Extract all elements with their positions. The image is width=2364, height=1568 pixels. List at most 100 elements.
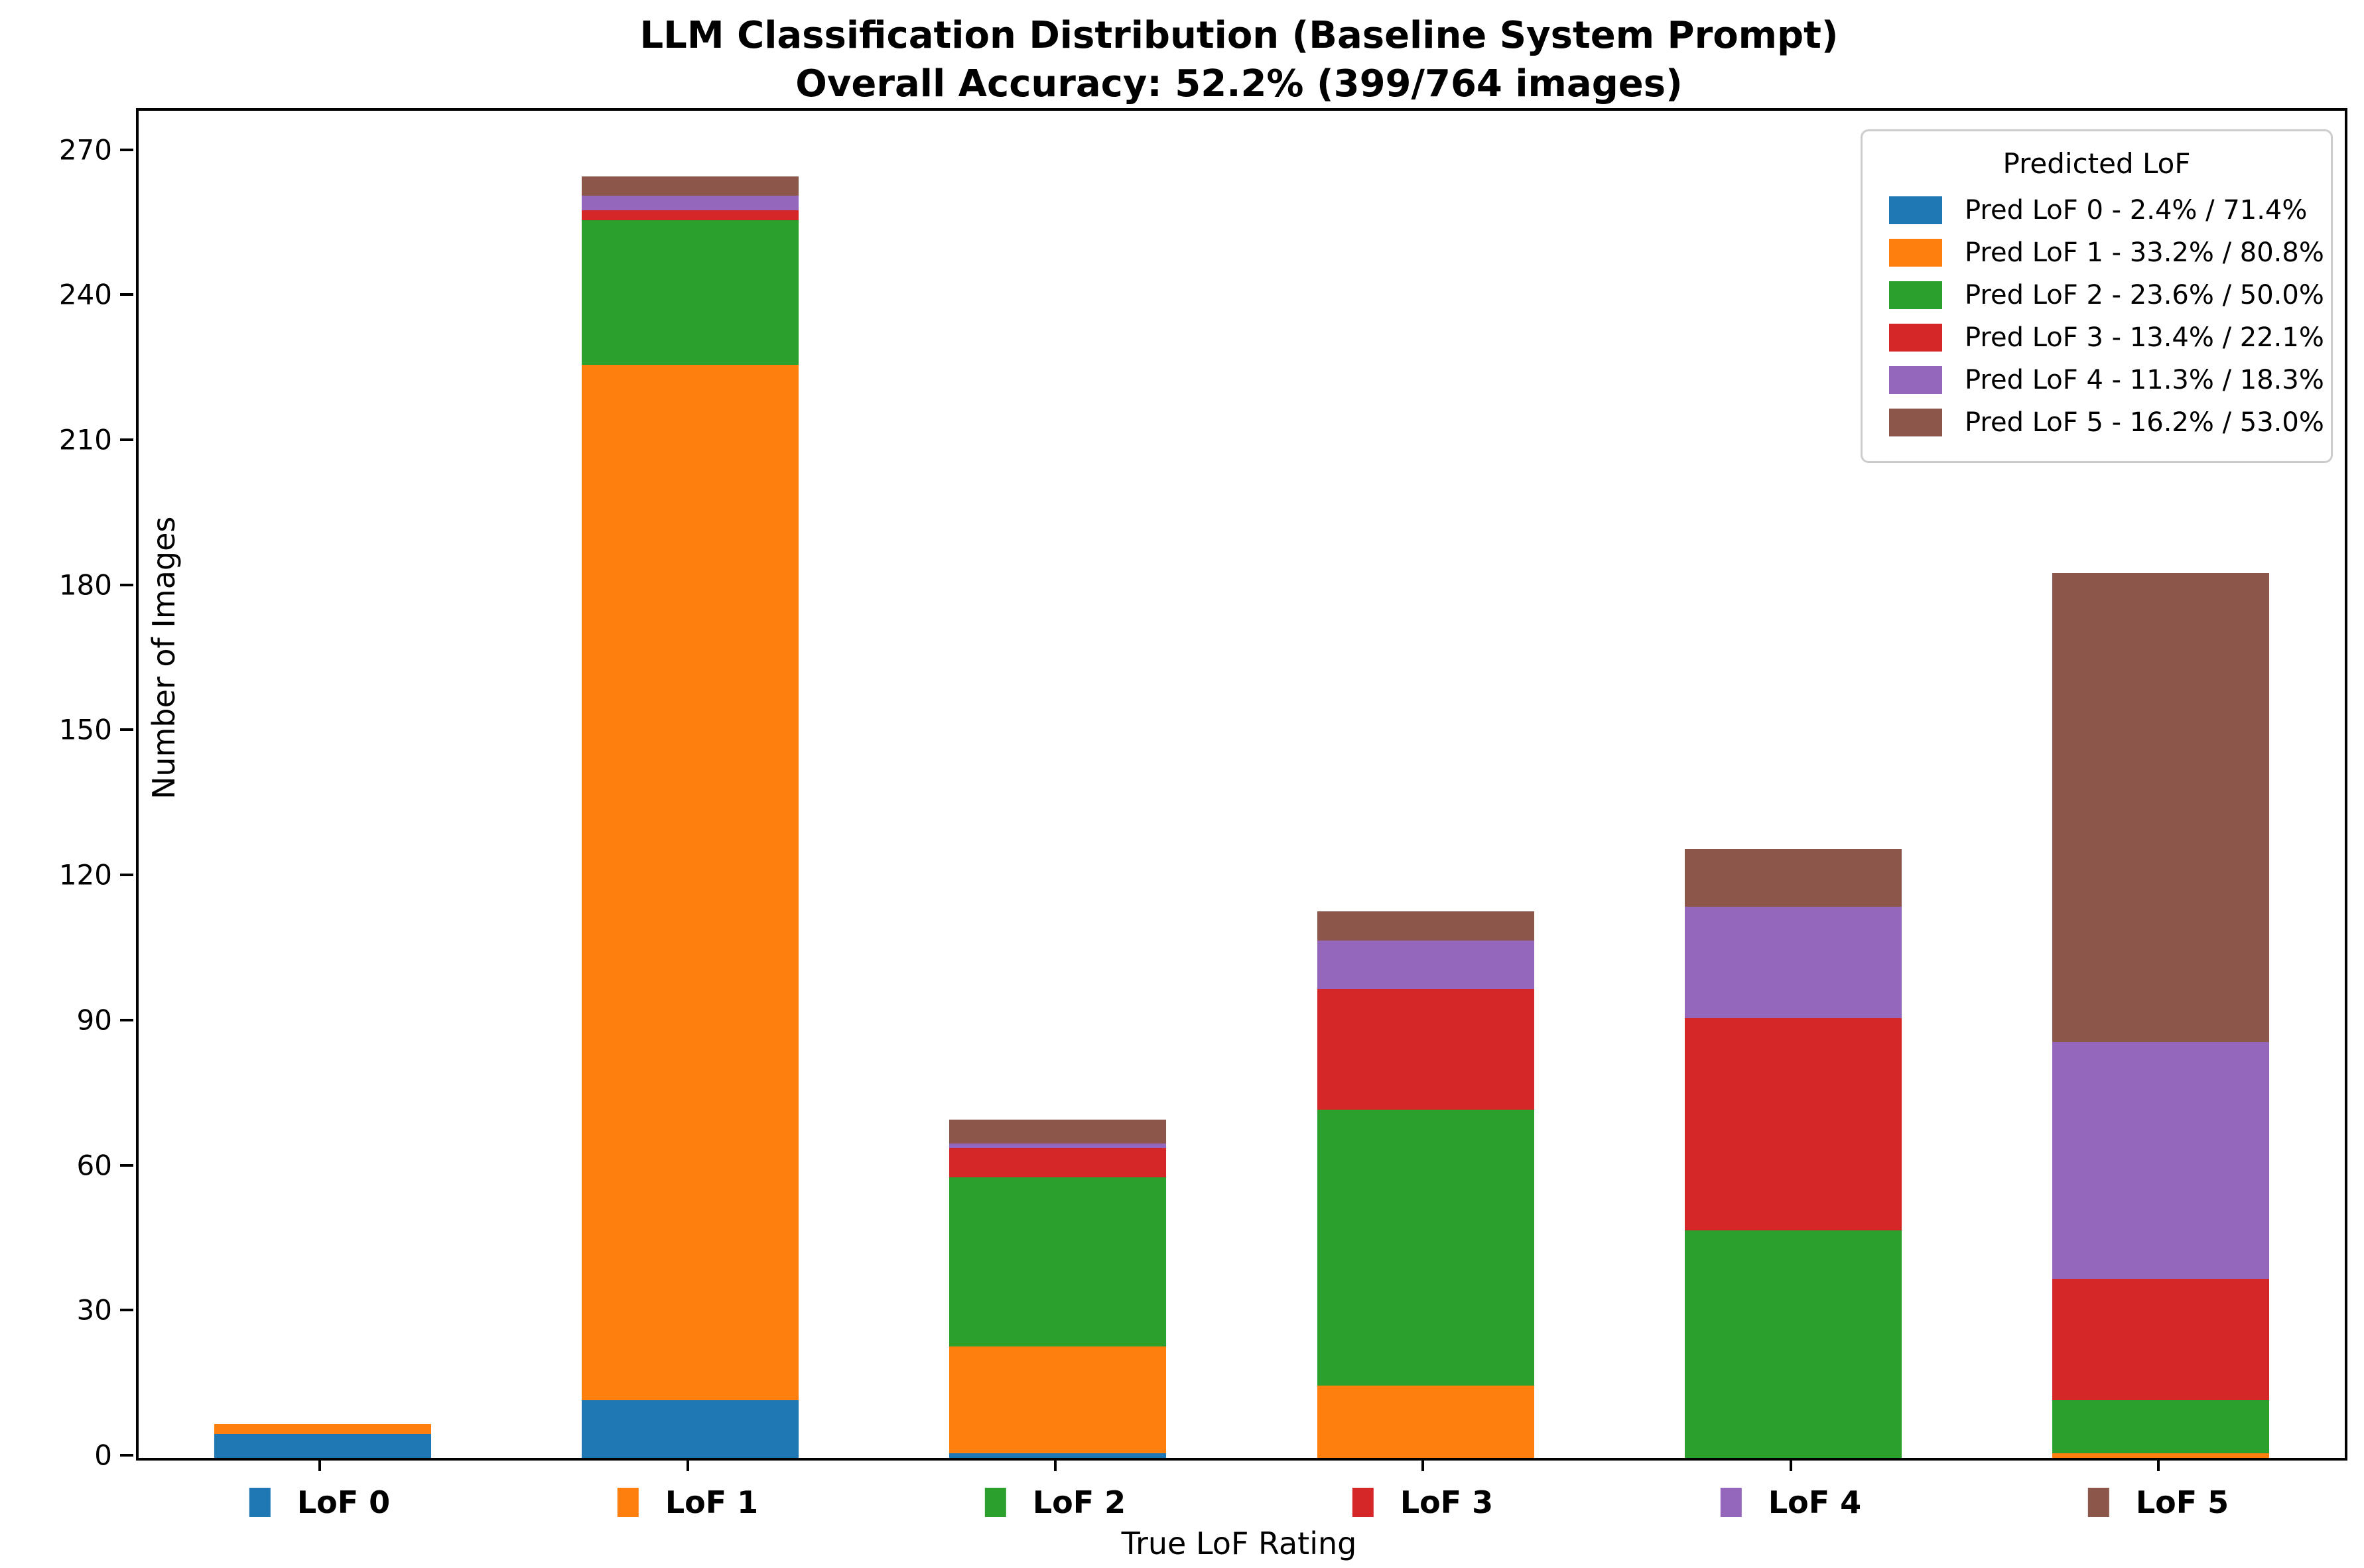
x-tick-label-lof-5: LoF 5	[2087, 1484, 2229, 1520]
bar-segment	[1317, 1385, 1534, 1458]
legend-swatch-icon	[1889, 239, 1942, 267]
legend-swatch-icon	[1889, 196, 1942, 224]
legend-item: Pred LoF 1 - 33.2% / 80.8%	[1881, 231, 2324, 274]
x-tick-label-lof-4: LoF 4	[1720, 1484, 1862, 1520]
x-tick-mark	[2157, 1458, 2160, 1471]
legend: Predicted LoF Pred LoF 0 - 2.4% / 71.4% P…	[1861, 129, 2333, 463]
x-tick-label-text: LoF 2	[1032, 1484, 1126, 1520]
stacked-bar-lof-3	[1317, 911, 1534, 1458]
bar-segment	[949, 1453, 1166, 1458]
y-axis-label: Number of Images	[146, 516, 182, 799]
x-tick-label-text: LoF 1	[665, 1484, 759, 1520]
bar-segment	[582, 220, 799, 365]
legend-item: Pred LoF 4 - 11.3% / 18.3%	[1881, 359, 2324, 401]
bar-segment	[949, 1143, 1166, 1149]
bar-segment	[2052, 1453, 2269, 1458]
chart-title-line1: LLM Classification Distribution (Baselin…	[639, 14, 1839, 57]
x-tick-label-lof-0: LoF 0	[249, 1484, 390, 1520]
legend-label: Pred LoF 4 - 11.3% / 18.3%	[1965, 365, 2324, 395]
y-tick-mark	[120, 438, 133, 441]
x-axis-label: True LoF Rating	[1121, 1526, 1357, 1561]
y-tick-label: 0	[94, 1439, 112, 1472]
y-tick-label: 150	[58, 713, 112, 746]
x-tick-mark	[1790, 1458, 1792, 1471]
legend-item: Pred LoF 3 - 13.4% / 22.1%	[1881, 316, 2324, 359]
bar-segment	[582, 176, 799, 196]
y-tick-mark	[120, 874, 133, 876]
legend-item: Pred LoF 5 - 16.2% / 53.0%	[1881, 401, 2324, 444]
legend-items: Pred LoF 0 - 2.4% / 71.4% Pred LoF 1 - 33…	[1881, 189, 2324, 444]
stacked-bar-lof-2	[949, 1119, 1166, 1458]
bar-segment	[1317, 988, 1534, 1110]
stacked-bar-lof-1	[582, 176, 799, 1458]
bar-segment	[949, 1148, 1166, 1178]
category-marker-icon	[249, 1488, 271, 1517]
y-tick-mark	[120, 149, 133, 151]
y-tick-label: 240	[58, 278, 112, 311]
chart-subtitle: Overall Accuracy: 52.2% (399/764 images)	[795, 62, 1683, 105]
bar-segment	[1317, 1110, 1534, 1386]
y-tick-mark	[120, 1454, 133, 1457]
legend-item: Pred LoF 2 - 23.6% / 50.0%	[1881, 274, 2324, 316]
category-marker-icon	[1720, 1488, 1742, 1517]
bar-segment	[1685, 848, 1902, 907]
bar-segment	[1685, 906, 1902, 1018]
bar-segment	[1685, 1230, 1902, 1458]
bar-segment	[1317, 941, 1534, 989]
stacked-bar-lof-5	[2052, 572, 2269, 1458]
legend-label: Pred LoF 0 - 2.4% / 71.4%	[1965, 195, 2308, 226]
x-tick-label-lof-2: LoF 2	[984, 1484, 1126, 1520]
legend-item: Pred LoF 0 - 2.4% / 71.4%	[1881, 189, 2312, 231]
bar-segment	[214, 1423, 431, 1434]
x-tick-label-text: LoF 0	[296, 1484, 391, 1520]
x-tick-label-lof-3: LoF 3	[1352, 1484, 1493, 1520]
category-marker-icon	[617, 1488, 639, 1517]
x-tick-mark	[687, 1458, 689, 1471]
legend-swatch-icon	[1889, 281, 1942, 309]
x-tick-label-text: LoF 3	[1400, 1484, 1494, 1520]
x-tick-mark	[318, 1458, 321, 1471]
legend-title: Predicted LoF	[2003, 147, 2191, 180]
bar-segment	[1685, 1017, 1902, 1231]
y-tick-mark	[120, 584, 133, 586]
y-tick-mark	[120, 728, 133, 731]
chart-title: LLM Classification Distribution (Baselin…	[136, 12, 2342, 109]
category-marker-icon	[1352, 1488, 1374, 1517]
legend-label: Pred LoF 1 - 33.2% / 80.8%	[1965, 237, 2324, 268]
y-tick-mark	[120, 293, 133, 296]
y-tick-label: 30	[76, 1293, 112, 1327]
legend-swatch-icon	[1889, 366, 1942, 394]
x-tick-mark	[1421, 1458, 1424, 1471]
x-tick-mark	[1054, 1458, 1057, 1471]
bar-segment	[1317, 911, 1534, 941]
x-tick-label-text: LoF 5	[2135, 1484, 2229, 1520]
bar-segment	[949, 1119, 1166, 1144]
y-tick-label: 210	[58, 423, 112, 456]
x-tick-label-text: LoF 4	[1768, 1484, 1862, 1520]
legend-swatch-icon	[1889, 409, 1942, 436]
bar-segment	[582, 196, 799, 211]
bar-segment	[582, 210, 799, 220]
legend-swatch-icon	[1889, 324, 1942, 352]
bar-segment	[214, 1433, 431, 1458]
bar-segment	[949, 1177, 1166, 1347]
bar-segment	[2052, 1279, 2269, 1400]
y-tick-mark	[120, 1019, 133, 1021]
y-tick-mark	[120, 1309, 133, 1311]
y-tick-label: 270	[58, 133, 112, 166]
bar-segment	[2052, 1042, 2269, 1279]
y-tick-label: 90	[76, 1004, 112, 1037]
bar-segment	[949, 1346, 1166, 1453]
stacked-bar-lof-0	[214, 1423, 431, 1458]
bar-segment	[582, 365, 799, 1400]
legend-label: Pred LoF 5 - 16.2% / 53.0%	[1965, 407, 2324, 438]
stacked-bar-lof-4	[1685, 848, 1902, 1458]
y-tick-mark	[120, 1164, 133, 1167]
bar-segment	[2052, 1400, 2269, 1453]
y-tick-label: 180	[58, 568, 112, 602]
category-marker-icon	[2087, 1488, 2109, 1517]
legend-label: Pred LoF 3 - 13.4% / 22.1%	[1965, 322, 2324, 353]
bar-segment	[582, 1400, 799, 1458]
bar-segment	[2052, 572, 2269, 1043]
